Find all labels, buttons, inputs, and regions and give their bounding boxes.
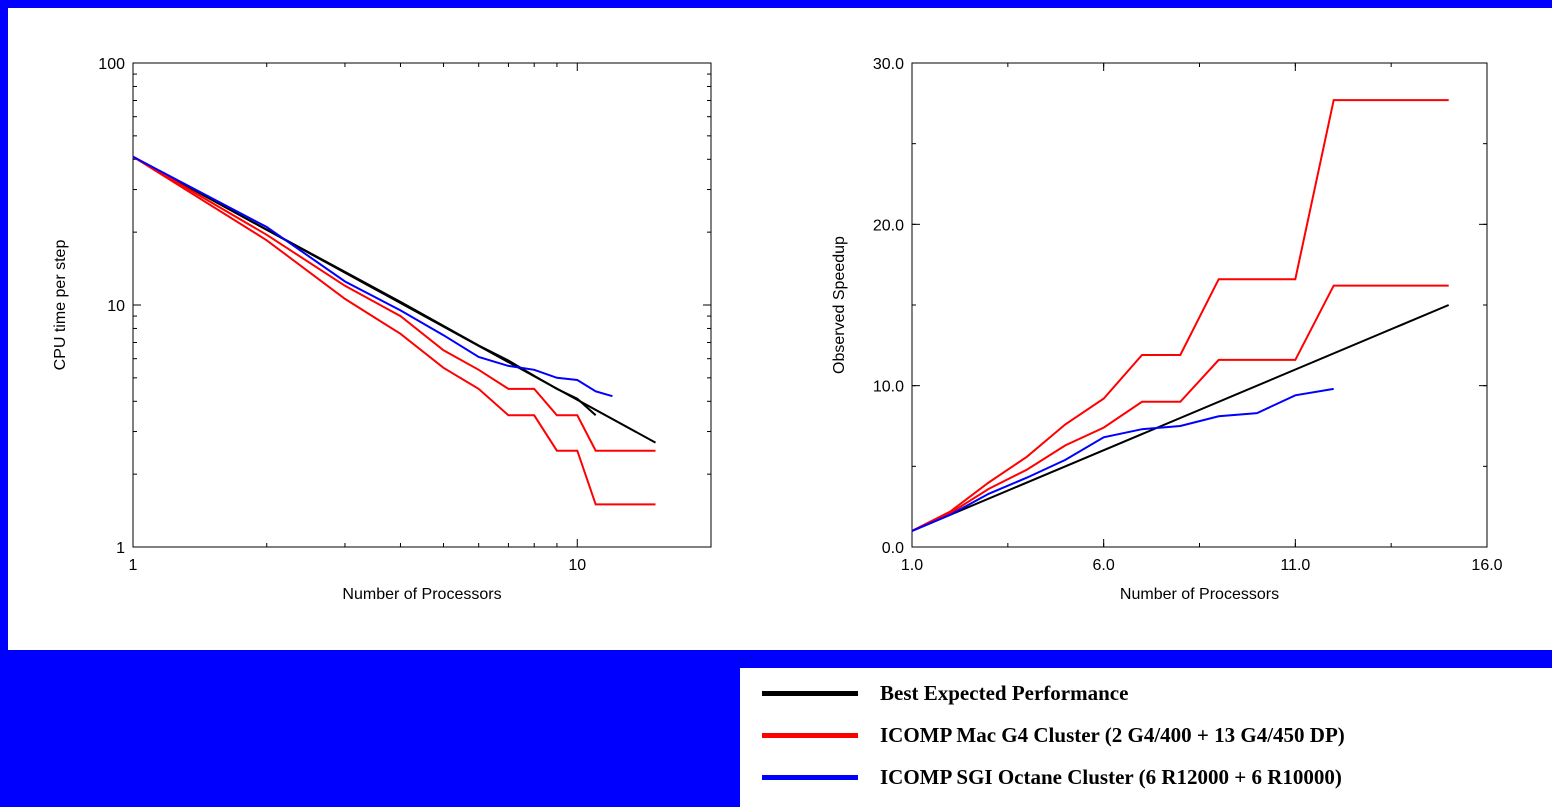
series-line-1 (132, 155, 597, 417)
series-line-0 (911, 304, 1450, 532)
x-axis-label: Number of Processors (342, 586, 501, 603)
x-tick-label: 1.0 (901, 557, 923, 574)
x-tick-label: 1 (129, 557, 138, 574)
series-line-3 (132, 155, 656, 506)
x-axis-label: Number of Processors (1120, 586, 1279, 603)
legend-item-mac: ICOMP Mac G4 Cluster (2 G4/400 + 13 G4/4… (762, 720, 1345, 750)
y-tick-label: 0.0 (882, 540, 904, 557)
series-line-2 (132, 155, 656, 452)
y-tick-label: 1 (116, 540, 125, 557)
x-tick-label: 11.0 (1280, 557, 1310, 574)
series-line-1 (911, 99, 1449, 532)
series-line-2 (911, 284, 1449, 532)
legend-label-best: Best Expected Performance (880, 680, 1129, 705)
legend-swatch-sgi (762, 774, 858, 780)
legend-item-best: Best Expected Performance (762, 678, 1128, 708)
legend-item-sgi: ICOMP SGI Octane Cluster (6 R12000 + 6 R… (762, 762, 1342, 792)
y-tick-label: 10 (107, 298, 125, 315)
y-tick-label: 30.0 (873, 56, 904, 73)
legend-swatch-best (762, 690, 858, 696)
series-line-3 (911, 387, 1334, 532)
y-tick-label: 10.0 (873, 379, 904, 396)
legend-swatch-mac (762, 732, 858, 738)
y-axis-label: Observed Speedup (831, 236, 848, 374)
series-line-4 (132, 155, 613, 398)
y-axis-label: CPU time per step (52, 240, 69, 371)
x-tick-label: 6.0 (1093, 557, 1115, 574)
x-tick-label: 10 (568, 557, 586, 574)
legend-label-sgi: ICOMP SGI Octane Cluster (6 R12000 + 6 R… (880, 764, 1342, 789)
plot-frame (911, 62, 1488, 548)
charts-panel: 1 10 1 10 100 Number of Processors CPU time pe… (8, 8, 1552, 650)
y-tick-label: 20.0 (873, 217, 904, 234)
speedup-chart: 1.0 6.0 11.0 16.0 0.0 10.0 20.0 30.0 Number of P… (831, 56, 1503, 603)
legend: Best Expected Performance ICOMP Mac G4 C… (740, 668, 1552, 807)
plot-frame (132, 62, 712, 548)
legend-label-mac: ICOMP Mac G4 Cluster (2 G4/400 + 13 G4/4… (880, 722, 1345, 747)
x-tick-label: 16.0 (1471, 557, 1502, 574)
cpu-time-chart: 1 10 1 10 100 Number of Processors CPU time pe… (52, 56, 712, 603)
y-tick-label: 100 (98, 56, 125, 73)
